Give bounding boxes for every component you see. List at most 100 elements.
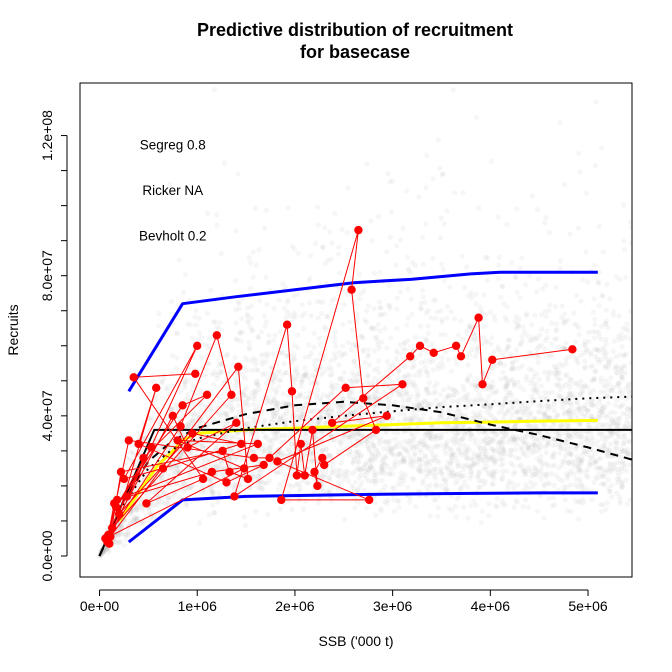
cloud-point — [516, 463, 522, 469]
cloud-point — [409, 475, 416, 481]
cloud-point — [431, 390, 437, 396]
cloud-point — [332, 413, 338, 419]
model-label-0: Segreg 0.8 — [140, 138, 206, 153]
cloud-point — [416, 457, 423, 463]
cloud-point — [497, 360, 503, 366]
cloud-point — [529, 367, 535, 373]
cloud-point — [615, 469, 621, 476]
cloud-point — [543, 474, 549, 480]
cloud-point — [362, 468, 368, 475]
cloud-point — [344, 434, 350, 440]
cloud-point — [336, 409, 342, 415]
cloud-point — [423, 466, 429, 472]
cloud-point — [575, 484, 581, 490]
cloud-point — [350, 460, 356, 466]
cloud-point — [526, 442, 532, 448]
cloud-point — [417, 457, 423, 463]
cloud-point — [619, 469, 625, 475]
cloud-point — [255, 382, 261, 388]
cloud-point — [182, 385, 188, 391]
cloud-point — [431, 497, 437, 503]
cloud-point — [549, 353, 555, 359]
cloud-point — [421, 411, 427, 417]
cloud-point — [189, 387, 195, 393]
cloud-point — [485, 457, 491, 463]
cloud-point — [605, 412, 611, 418]
cloud-point — [527, 380, 533, 386]
cloud-point — [350, 430, 356, 436]
cloud-point — [253, 262, 259, 268]
cloud-point — [536, 403, 542, 409]
cloud-point — [177, 451, 183, 457]
cloud-point — [402, 373, 408, 379]
cloud-point — [525, 485, 531, 492]
cloud-point — [608, 375, 614, 381]
cloud-point — [541, 460, 547, 466]
cloud-point — [449, 386, 455, 392]
cloud-point — [496, 439, 502, 445]
cloud-point — [356, 475, 362, 481]
cloud-point — [454, 472, 460, 478]
cloud-point — [556, 445, 563, 451]
cloud-point — [434, 442, 440, 448]
cloud-point — [486, 440, 492, 446]
cloud-point — [159, 499, 165, 505]
cloud-point — [249, 390, 255, 396]
cloud-point — [387, 471, 393, 477]
cloud-point — [453, 436, 459, 442]
cloud-point — [208, 478, 215, 484]
cloud-point — [364, 505, 370, 511]
cloud-point — [381, 446, 387, 452]
cloud-point — [494, 504, 500, 510]
cloud-point — [568, 452, 575, 458]
cloud-point — [360, 347, 367, 353]
cloud-point — [561, 446, 567, 452]
cloud-point — [368, 464, 374, 470]
cloud-point — [517, 406, 523, 412]
cloud-point — [603, 414, 609, 420]
cloud-point — [525, 430, 531, 437]
cloud-point — [521, 468, 527, 474]
cloud-point — [619, 449, 625, 455]
cloud-point — [176, 414, 182, 420]
cloud-point — [519, 255, 525, 261]
cloud-point — [387, 303, 393, 309]
cloud-point — [440, 171, 446, 177]
cloud-point — [384, 500, 390, 506]
cloud-point — [322, 472, 328, 478]
cloud-point — [358, 334, 365, 340]
cloud-point — [515, 482, 521, 488]
cloud-point — [235, 409, 242, 415]
cloud-point — [396, 460, 402, 466]
cloud-point — [537, 429, 543, 435]
cloud-point — [602, 404, 608, 410]
cloud-point — [489, 473, 495, 479]
cloud-point — [362, 438, 368, 444]
cloud-point — [451, 415, 457, 422]
cloud-point — [553, 371, 559, 377]
cloud-point — [564, 508, 570, 514]
cloud-point — [377, 312, 383, 318]
cloud-point — [201, 488, 207, 494]
cloud-point — [361, 465, 367, 472]
cloud-point — [569, 391, 575, 397]
cloud-point — [514, 409, 520, 415]
cloud-point — [594, 346, 600, 353]
cloud-point — [616, 415, 622, 421]
cloud-point — [202, 341, 208, 348]
cloud-point — [523, 434, 529, 440]
cloud-point — [535, 436, 541, 442]
cloud-point — [571, 408, 577, 415]
cloud-point — [476, 422, 482, 428]
cloud-point — [269, 380, 275, 387]
cloud-point — [442, 417, 448, 423]
cloud-point — [232, 434, 238, 440]
cloud-point — [354, 488, 360, 494]
cloud-point — [389, 484, 396, 490]
cloud-point — [175, 331, 181, 337]
x-tick-label: 4e+06 — [471, 598, 511, 614]
cloud-point — [510, 485, 516, 491]
cloud-point — [483, 448, 489, 454]
cloud-point — [465, 462, 471, 469]
cloud-point — [387, 234, 393, 240]
